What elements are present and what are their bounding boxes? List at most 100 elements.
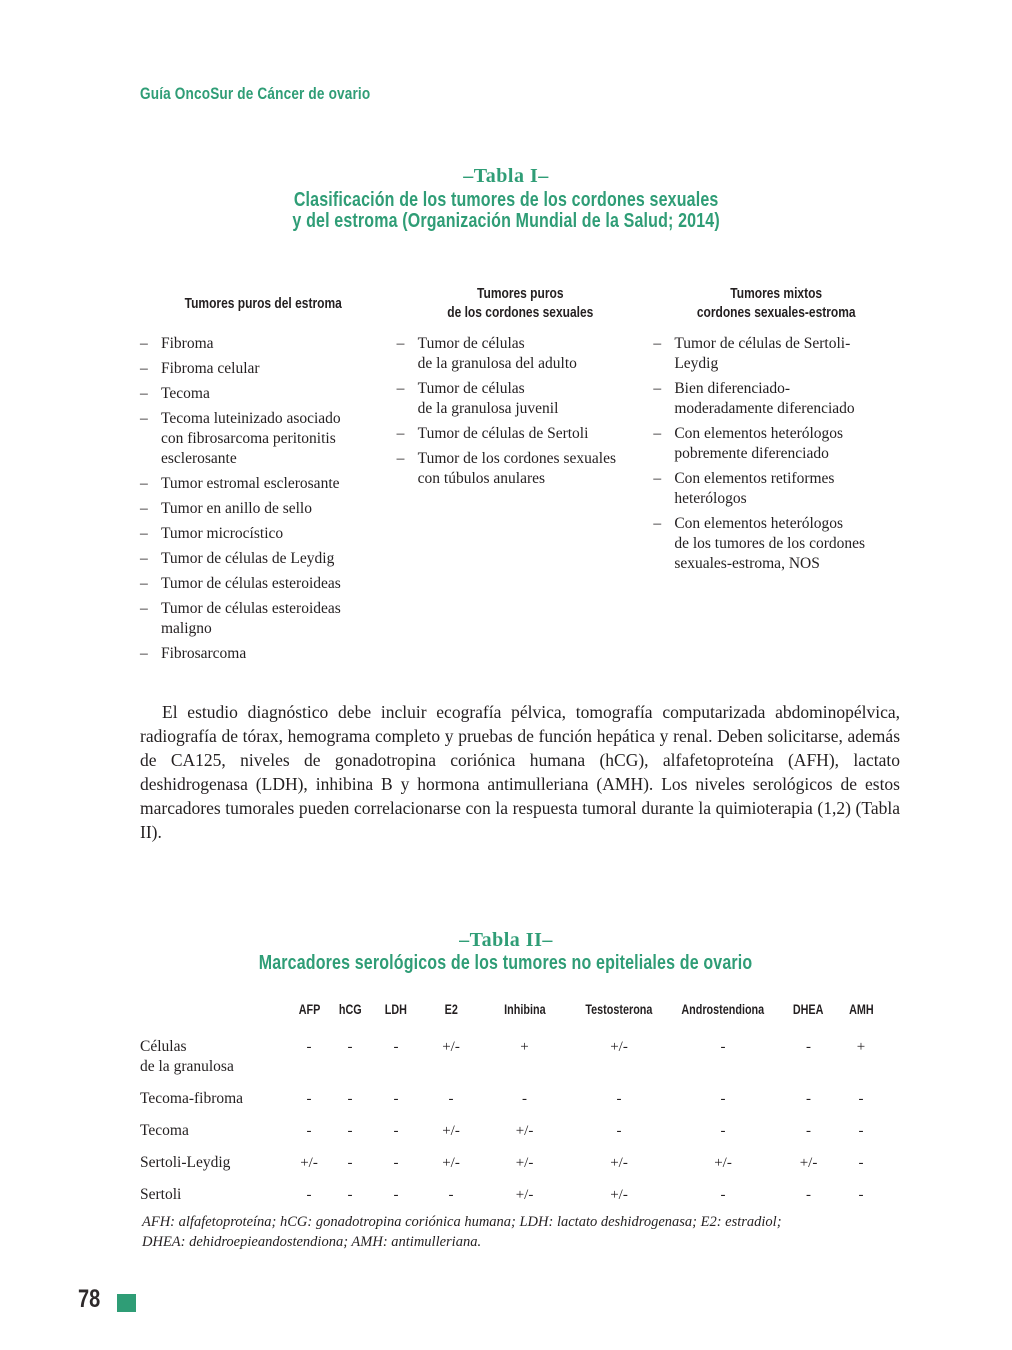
table-cell: - xyxy=(858,1123,864,1139)
list-item: – Tumor en anillo de sello xyxy=(140,499,387,519)
table-row-label: Tecoma-fibroma xyxy=(140,1090,244,1107)
list-item-text: Con elementos retiformes heterólogos xyxy=(674,470,835,507)
tabla-1-column-header-text: Tumores puros del estroma xyxy=(184,294,342,312)
page-footer: 78 xyxy=(78,1285,136,1314)
table-cell: - xyxy=(393,1091,399,1107)
list-item: – Con elementos heterólogos pobremente di… xyxy=(653,424,900,464)
table-cell: - xyxy=(393,1039,399,1055)
tabla-1-column-header: Tumores puros del estroma xyxy=(140,272,387,334)
table-row: Tecoma-fibroma - - - - - - - - - xyxy=(140,1089,886,1109)
table-cell: - xyxy=(306,1091,312,1107)
dash-bullet: – xyxy=(140,410,148,427)
tabla-1-column-header: Tumores mixtos cordones sexuales-estroma xyxy=(653,272,900,334)
list-item-text: Tumor de células de Leydig xyxy=(161,550,335,567)
dash-bullet: – xyxy=(396,450,405,467)
table-row: Células de la granulosa - - - +/- + +/- - - + xyxy=(140,1037,886,1077)
table-row-label: Células de la granulosa xyxy=(140,1038,234,1075)
list-item-text: Con elementos heterólogos de los tumores… xyxy=(674,515,866,572)
list-item-text: Tumor microcístico xyxy=(161,525,284,542)
tabla-2-title-row: Marcadores serológicos de los tumores no… xyxy=(0,953,1012,974)
table-cell: +/- xyxy=(300,1155,318,1171)
list-item: – Tumor de células de la granulosa juveni… xyxy=(397,379,644,419)
table-cell: + xyxy=(856,1039,866,1055)
list-item: – Con elementos retiformes heterólogos xyxy=(653,469,900,509)
table-row-label: Sertoli-Leydig xyxy=(140,1154,231,1171)
table-cell: - xyxy=(616,1091,622,1107)
table-cell: +/- xyxy=(442,1123,460,1139)
table-row: Sertoli - - - - +/- +/- - - - xyxy=(140,1185,886,1205)
document-header: Guía OncoSur de Cáncer de ovario xyxy=(140,84,428,104)
list-item: – Tumor microcístico xyxy=(140,524,387,544)
list-item: – Tumor estromal esclerosante xyxy=(140,474,387,494)
table-cell: - xyxy=(806,1091,811,1107)
tabla-2-column-header: Testosterona xyxy=(567,1002,671,1017)
tabla-2-column-header: E2 xyxy=(420,1002,482,1017)
tabla-2-column-header-text: E2 xyxy=(444,1002,458,1017)
table-cell: - xyxy=(448,1187,454,1203)
list-item: – Tumor de células esteroideas maligno xyxy=(140,599,387,639)
table-cell: - xyxy=(347,1155,353,1171)
list-item: – Fibroma celular xyxy=(140,359,387,379)
dash-bullet: – xyxy=(140,600,148,617)
tabla-1-label: –Tabla I– xyxy=(463,165,549,187)
dash-bullet: – xyxy=(396,380,405,397)
page-number: 78 xyxy=(78,1285,101,1313)
table-cell: - xyxy=(347,1091,353,1107)
tabla-2-footnote: AFH: alfafetoproteína; hCG: gonadotropin… xyxy=(142,1214,782,1250)
dash-bullet: – xyxy=(140,475,148,492)
table-cell: +/- xyxy=(515,1155,534,1171)
table-cell: +/- xyxy=(610,1155,628,1171)
table-cell: +/- xyxy=(799,1155,818,1171)
tabla-2-column-header-text: AFP xyxy=(298,1002,320,1017)
dash-bullet: – xyxy=(140,645,148,662)
table-cell: - xyxy=(720,1123,726,1139)
tabla-1-title-row: Clasificación de los tumores de los cord… xyxy=(0,190,1012,232)
list-item-text: Tumor de células de la granulosa del adu… xyxy=(417,335,577,372)
list-item-text: Bien diferenciado- moderadamente diferen… xyxy=(674,380,855,417)
table-cell: - xyxy=(448,1091,454,1107)
list-item-text: Tumor de células esteroideas maligno xyxy=(161,600,341,637)
table-cell: - xyxy=(806,1123,811,1139)
tabla-2-column-header-text: AMH xyxy=(848,1002,874,1017)
list-item-text: Tumor de células de Sertoli- Leydig xyxy=(674,335,851,372)
list-item-text: Tumor de los cordones sexuales con túbul… xyxy=(417,450,616,487)
table-cell: +/- xyxy=(714,1155,732,1171)
document-header-title: Guía OncoSur de Cáncer de ovario xyxy=(140,84,371,103)
tabla-1-column-2: Tumores puros de los cordones sexuales – T… xyxy=(397,272,644,669)
table-cell: - xyxy=(393,1123,399,1139)
tabla-2-column-header: hCG xyxy=(328,1002,372,1017)
dash-bullet: – xyxy=(396,335,405,352)
tabla-1-label-row: –Tabla I– xyxy=(0,165,1012,188)
dash-bullet: – xyxy=(653,380,662,397)
table-cell: - xyxy=(616,1123,622,1139)
tabla-2-header-row: AFP hCG LDH E2 Inhibina Testosterona Androsten… xyxy=(140,1002,886,1017)
dash-bullet: – xyxy=(653,470,662,487)
tabla-1-column-header-text: Tumores mixtos cordones sexuales-estroma xyxy=(697,285,857,321)
table-cell: +/- xyxy=(610,1039,628,1055)
tabla-2-label: –Tabla II– xyxy=(459,929,553,951)
tabla-2-column-header-text: Androstendiona xyxy=(681,1002,765,1017)
tabla-1: Tumores puros del estroma – Fibroma – Fibrom… xyxy=(140,272,900,669)
list-item: – Tumor de células de Sertoli xyxy=(397,424,644,444)
list-item: – Tumor de los cordones sexuales con túbu… xyxy=(397,449,644,489)
table-row: Tecoma - - - +/- +/- - - - - xyxy=(140,1121,886,1141)
list-item-text: Con elementos heterólogos pobremente dif… xyxy=(674,425,844,462)
table-cell: - xyxy=(720,1091,726,1107)
list-item-text: Fibroma celular xyxy=(161,360,260,377)
list-item: – Fibrosarcoma xyxy=(140,644,387,664)
tabla-2-column-header: AFP xyxy=(290,1002,328,1017)
tabla-2-column-header-text: DHEA xyxy=(793,1002,824,1017)
list-item: – Fibroma xyxy=(140,334,387,354)
list-item-text: Tumor de células de Sertoli xyxy=(417,425,589,442)
dash-bullet: – xyxy=(653,335,662,352)
list-item-text: Tumor de células esteroideas xyxy=(161,575,341,592)
tabla-2-column-header-text: Inhibina xyxy=(503,1002,546,1017)
table-cell: - xyxy=(306,1187,312,1203)
list-item: – Con elementos heterólogos de los tumore… xyxy=(653,514,900,574)
tabla-2: AFP hCG LDH E2 Inhibina Testosterona Androsten… xyxy=(140,1002,886,1217)
tabla-2-column-header: Androstendiona xyxy=(671,1002,775,1017)
tabla-1-title: Clasificación de los tumores de los cord… xyxy=(292,189,720,232)
tabla-1-column-header: Tumores puros de los cordones sexuales xyxy=(397,272,644,334)
tabla-2-column-header-text: Testosterona xyxy=(585,1002,653,1017)
tabla-1-column-1: Tumores puros del estroma – Fibroma – Fibrom… xyxy=(140,272,387,669)
